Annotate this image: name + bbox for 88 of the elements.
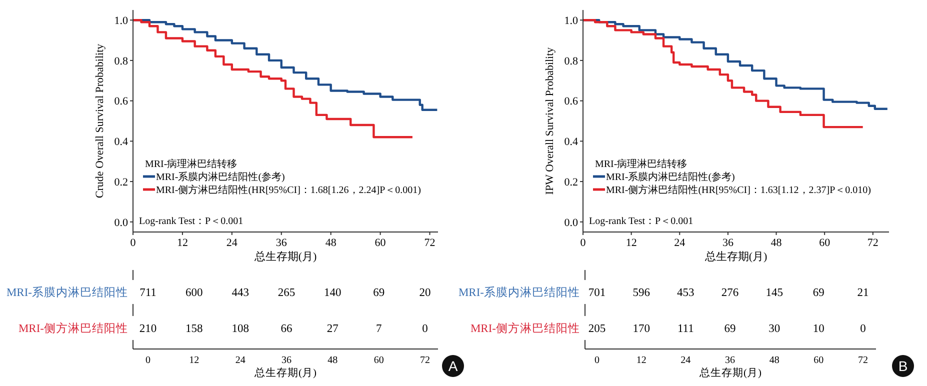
- x-tick-label: 72: [858, 355, 868, 366]
- x-tick-label: 36: [276, 237, 288, 249]
- data-label: 205: [588, 323, 606, 336]
- x-tick-label: 12: [189, 355, 200, 366]
- text: B: [898, 358, 908, 374]
- data-label: 66: [280, 323, 292, 336]
- y-tick-label: 0.8: [114, 55, 128, 68]
- y-tick-label: 0.4: [114, 136, 128, 148]
- y-tick-label: 0.0: [114, 216, 128, 229]
- x-tick-label: 72: [424, 237, 436, 249]
- text: A: [448, 358, 458, 374]
- x-axis-title: 总生存期(月): [704, 250, 768, 263]
- y-tick-label: 0.2: [114, 176, 128, 188]
- x-tick-label: 24: [226, 237, 238, 249]
- y-tick-label: 0.2: [564, 176, 578, 188]
- data-label: 265: [278, 287, 296, 300]
- x-tick-label: 12: [626, 237, 637, 249]
- x-tick-label: 24: [235, 355, 246, 366]
- x-tick-label: 72: [867, 237, 878, 249]
- data-label: 0: [422, 323, 428, 336]
- data-label: 7: [376, 323, 382, 336]
- x-tick-label: 36: [725, 355, 735, 366]
- x-tick-label: 24: [674, 237, 686, 249]
- x-tick-label: 60: [374, 237, 386, 249]
- x-axis-title: 总生存期(月): [254, 366, 317, 379]
- legend-label: MRI-侧方淋巴结阳性(HR[95%CI]：1.68[1.26，2.24]P＜0.001): [156, 184, 421, 196]
- legend-label: MRI-系膜内淋巴结阳性(参考): [606, 171, 735, 183]
- x-tick-label: 60: [374, 355, 384, 366]
- y-tick-label: 1.0: [564, 14, 578, 27]
- y-tick-label: 1.0: [114, 14, 128, 27]
- x-tick-label: 0: [594, 355, 600, 366]
- data-label: 453: [677, 287, 695, 300]
- x-tick-label: 12: [636, 355, 646, 366]
- y-tick-label: MRI-侧方淋巴结阳性: [18, 321, 128, 336]
- data-label: 158: [186, 323, 204, 336]
- y-tick-label: 0.6: [114, 96, 128, 108]
- annotation: Log-rank Test：P＜0.001: [589, 216, 694, 227]
- data-label: 145: [766, 287, 784, 300]
- annotation: Log-rank Test：P＜0.001: [139, 216, 244, 227]
- y-axis-title: IPW Overall Survival Probability: [544, 46, 556, 195]
- data-label: 443: [232, 287, 250, 300]
- data-label: 600: [186, 287, 204, 300]
- legend-title: MRI-病理淋巴结转移: [595, 158, 688, 170]
- data-label: 69: [373, 287, 385, 300]
- x-tick-label: 36: [722, 237, 734, 249]
- legend-label: MRI-系膜内淋巴结阳性(参考): [156, 171, 285, 183]
- y-tick-label: 0.8: [564, 55, 578, 68]
- data-label: 69: [724, 323, 736, 336]
- data-label: 30: [768, 323, 780, 336]
- legend-label: MRI-侧方淋巴结阳性(HR[95%CI]：1.63[1.12，2.37]P＜0.010): [606, 184, 871, 196]
- data-label: 111: [677, 323, 694, 336]
- data-label: 596: [632, 287, 650, 300]
- x-tick-label: 48: [769, 355, 780, 366]
- data-label: 140: [324, 287, 342, 300]
- x-tick-label: 36: [282, 355, 292, 366]
- x-tick-label: 0: [580, 237, 586, 249]
- data-label: 69: [812, 287, 825, 300]
- y-tick-label: MRI-系膜内淋巴结阳性: [6, 286, 128, 300]
- x-tick-label: 60: [814, 355, 824, 366]
- data-label: 10: [812, 323, 825, 336]
- data-label: 27: [326, 323, 339, 336]
- x-tick-label: 48: [325, 237, 337, 249]
- data-label: 170: [632, 323, 650, 336]
- x-tick-label: 48: [328, 355, 338, 366]
- y-axis-title: Crude Overall Survival Probability: [94, 43, 106, 198]
- data-label: 711: [140, 287, 157, 300]
- data-label: 210: [139, 323, 157, 336]
- x-tick-label: 72: [420, 355, 430, 366]
- data-label: 20: [419, 287, 431, 300]
- data-label: 108: [232, 323, 250, 336]
- x-tick-label: 12: [176, 237, 188, 249]
- y-tick-label: 0.6: [564, 96, 578, 108]
- y-tick-label: 0.0: [564, 216, 578, 229]
- y-tick-label: MRI-系膜内淋巴结阳性: [458, 286, 580, 300]
- data-label: 701: [588, 287, 606, 300]
- x-tick-label: 0: [146, 355, 150, 366]
- data-label: 276: [721, 287, 739, 300]
- x-tick-label: 48: [770, 237, 782, 249]
- x-axis-title: 总生存期(月): [698, 366, 762, 379]
- x-axis-title: 总生存期(月): [253, 250, 317, 263]
- x-tick-label: 0: [130, 237, 136, 249]
- x-tick-label: 24: [680, 355, 691, 366]
- y-tick-label: MRI-侧方淋巴结阳性: [470, 321, 580, 336]
- x-tick-label: 60: [819, 237, 831, 249]
- y-tick-label: 0.4: [564, 136, 578, 148]
- data-label: 0: [860, 323, 866, 336]
- data-label: 21: [857, 287, 869, 300]
- legend-title: MRI-病理淋巴结转移: [145, 158, 238, 170]
